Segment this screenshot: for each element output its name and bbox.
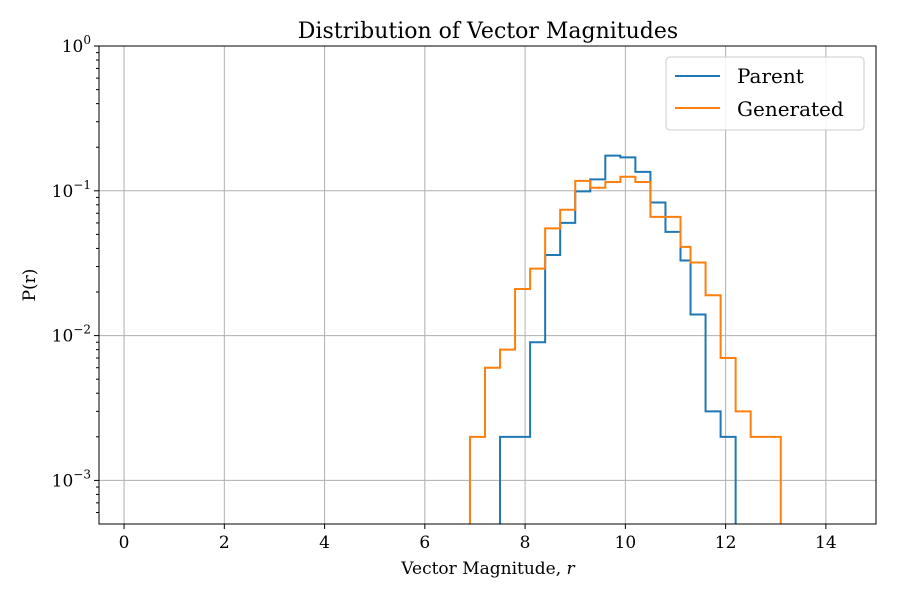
y-tick-label: 10−1	[52, 178, 91, 202]
x-axis-label-text: Vector Magnitude,	[400, 559, 566, 579]
legend-label-generated: Generated	[737, 97, 844, 121]
x-tick-label: 10	[615, 533, 637, 553]
y-axis-label: P(r)	[20, 269, 40, 302]
legend: Parent Generated	[665, 56, 865, 131]
x-tick-label: 14	[815, 533, 837, 553]
x-tick-label: 12	[715, 533, 737, 553]
x-tick-label: 8	[520, 533, 531, 553]
x-tick-label: 2	[219, 533, 230, 553]
y-tick-label: 100	[62, 33, 91, 57]
series-line-parent	[499, 154, 737, 524]
x-tick-label: 6	[419, 533, 430, 553]
series-line-generated	[468, 175, 782, 524]
chart-title: Distribution of Vector Magnitudes	[298, 19, 678, 44]
x-tick-label: 4	[319, 533, 330, 553]
legend-label-parent: Parent	[737, 64, 804, 88]
x-tick-label: 0	[119, 533, 130, 553]
axis-ticks: 0 2 4 6 8 10 12 14 10−3 10−2 10−1 100	[52, 33, 837, 553]
y-tick-label: 10−2	[52, 323, 91, 347]
plot-frame	[98, 45, 877, 525]
plot-series	[468, 154, 782, 524]
x-axis-label: Vector Magnitude, r	[400, 559, 575, 579]
y-tick-label: 10−3	[52, 467, 91, 491]
x-axis-label-variable: r	[567, 559, 576, 579]
